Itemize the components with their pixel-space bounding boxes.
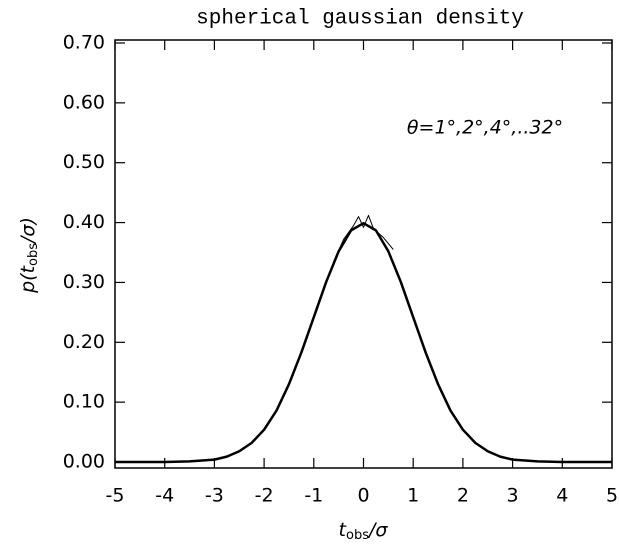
data-line [333, 214, 394, 262]
y-tick-label: 0.10 [63, 391, 105, 413]
y-tick-label: 0.50 [63, 151, 105, 173]
x-tick-label: 5 [606, 485, 618, 507]
plot-frame [114, 39, 613, 469]
x-tick-label: 2 [457, 485, 469, 507]
x-label-tail: /σ [367, 519, 388, 541]
data-line [115, 221, 612, 464]
x-tick-label: 4 [556, 485, 568, 507]
x-tick-label: -5 [106, 485, 125, 507]
chart-title: spherical gaussian density [196, 8, 524, 31]
x-tick-label: 3 [507, 485, 519, 507]
x-tick-label: 1 [407, 485, 419, 507]
x-tick-label: 0 [357, 485, 369, 507]
x-tick-label: -3 [205, 485, 224, 507]
y-label-sub: obs [26, 243, 41, 266]
annotation: θ=1°,2°,4°,..32° [407, 117, 563, 139]
y-tick-label: 0.20 [63, 331, 105, 353]
y-tick-label: 0.00 [63, 451, 105, 473]
y-tick-label: 0.60 [63, 91, 105, 113]
x-tick-label: -1 [304, 485, 323, 507]
x-label-sub: obs [346, 528, 369, 543]
x-tick-label: -4 [155, 485, 174, 507]
y-tick-label: 0.70 [63, 31, 105, 53]
y-tick-label: 0.30 [63, 271, 105, 293]
y-tick-label: 0.40 [63, 211, 105, 233]
x-axis-label: tobs/σ [339, 519, 389, 543]
y-axis-label: p(tobs/σ) [17, 217, 41, 294]
x-label-main: t [339, 519, 348, 541]
y-label-tail: /σ) [17, 217, 39, 245]
y-label-main: p(t [17, 264, 39, 293]
x-tick-label: -2 [255, 485, 274, 507]
